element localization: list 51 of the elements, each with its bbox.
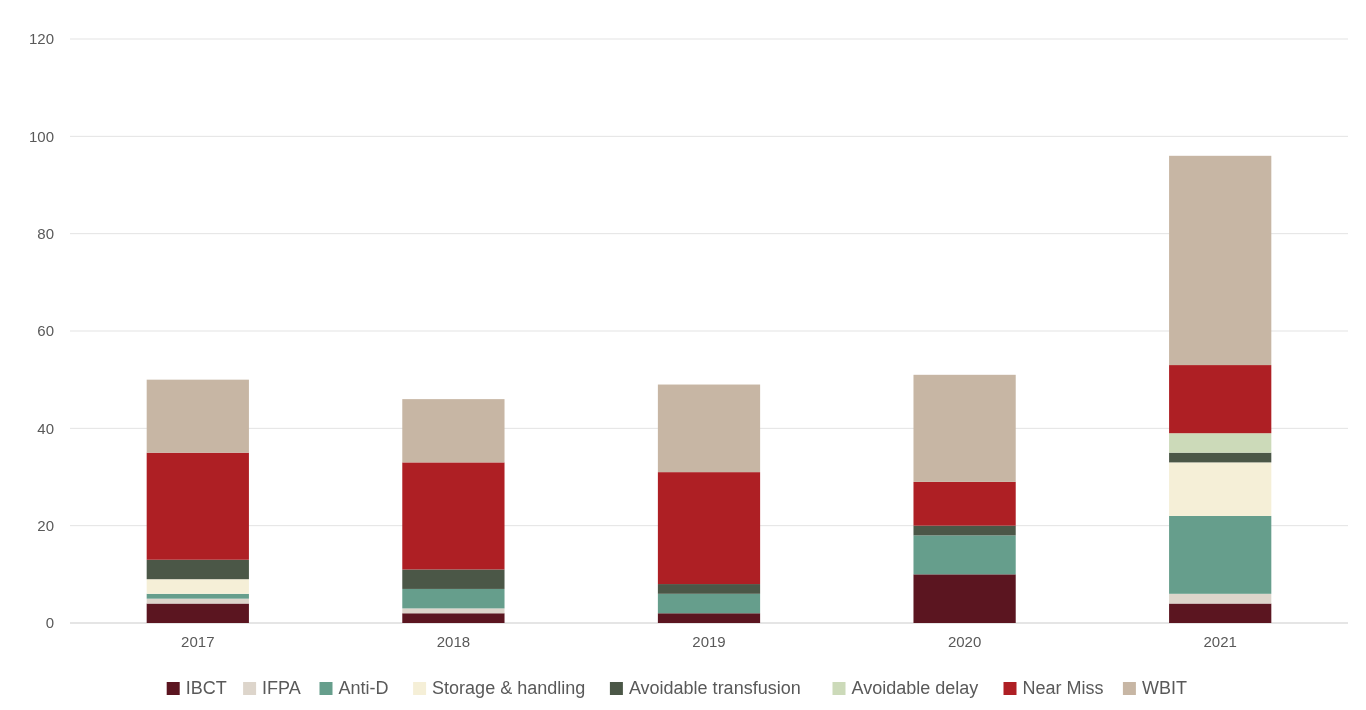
legend-label: IFPA xyxy=(262,678,301,698)
x-tick-label: 2019 xyxy=(692,633,726,650)
bar xyxy=(657,613,761,623)
legend-label: Avoidable delay xyxy=(851,678,979,698)
bar xyxy=(146,603,249,623)
y-tick-label: 80 xyxy=(37,224,54,242)
bar xyxy=(1169,365,1272,434)
x-tick-label: 2021 xyxy=(1203,633,1237,650)
bar xyxy=(146,559,249,580)
bar xyxy=(146,452,249,560)
bar xyxy=(913,574,1016,623)
legend-label: Anti-D xyxy=(338,678,389,698)
x-tick-label: 2018 xyxy=(436,633,471,650)
x-tick-label: 2020 xyxy=(947,633,982,650)
y-tick-label: 60 xyxy=(37,322,54,340)
bar xyxy=(913,481,1016,526)
bar xyxy=(1169,452,1272,463)
y-tick-label: 0 xyxy=(45,614,54,632)
bar xyxy=(1169,462,1272,516)
bar xyxy=(402,608,505,614)
legend-label: Storage & handling xyxy=(432,678,586,698)
bar xyxy=(657,384,761,473)
legend-label: IBCT xyxy=(185,678,227,698)
bar xyxy=(1169,515,1272,594)
bar xyxy=(1169,433,1272,453)
bar xyxy=(913,525,1016,536)
bar xyxy=(146,593,249,599)
y-tick-label: 120 xyxy=(28,30,54,48)
legend-label: Near Miss xyxy=(1022,678,1104,698)
bar xyxy=(913,535,1016,575)
x-tick-label: 2017 xyxy=(181,633,215,650)
y-tick-label: 40 xyxy=(37,419,54,437)
bar xyxy=(657,472,761,585)
y-tick-label: 20 xyxy=(37,516,54,534)
bar xyxy=(402,462,505,570)
bar xyxy=(146,379,249,453)
legend-label: WBIT xyxy=(1141,678,1187,698)
bar xyxy=(402,613,505,623)
bar xyxy=(402,399,505,463)
bar xyxy=(1169,593,1272,604)
bar xyxy=(402,569,505,589)
bar xyxy=(402,588,505,609)
bar xyxy=(657,584,761,594)
bar xyxy=(657,593,761,614)
legend-label: Avoidable transfusion xyxy=(628,678,801,698)
bar xyxy=(146,598,249,604)
y-tick-label: 100 xyxy=(28,127,54,145)
bar xyxy=(146,579,249,594)
bar xyxy=(1169,603,1272,623)
bar xyxy=(913,374,1016,482)
bar xyxy=(1169,155,1272,366)
